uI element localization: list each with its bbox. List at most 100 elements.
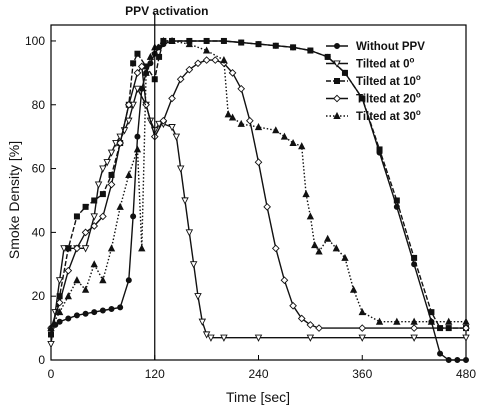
degree-superscript: o bbox=[416, 108, 421, 117]
series-1-point bbox=[172, 133, 181, 141]
series-4-point bbox=[410, 317, 418, 325]
x-tick-label: 480 bbox=[456, 367, 476, 381]
legend-label: Tilted at 30o bbox=[356, 108, 421, 123]
series-3-point bbox=[142, 100, 150, 109]
degree-superscript: o bbox=[416, 73, 421, 82]
x-tick-label: 360 bbox=[352, 367, 372, 381]
series-0-point bbox=[125, 277, 132, 284]
series-0-point bbox=[437, 350, 444, 357]
series-2-point bbox=[91, 197, 98, 204]
series-4-point bbox=[99, 276, 107, 284]
series-3-point bbox=[289, 301, 297, 310]
series-0-point bbox=[73, 312, 80, 319]
degree-superscript: o bbox=[409, 56, 414, 65]
series-2-point bbox=[324, 53, 331, 60]
series-2-point bbox=[130, 60, 137, 67]
series-4-point bbox=[311, 241, 319, 249]
series-4-point bbox=[73, 276, 81, 284]
series-2-point bbox=[272, 42, 279, 49]
series-1-point bbox=[185, 229, 194, 237]
series-1-point bbox=[55, 277, 64, 285]
series-4-point bbox=[133, 145, 142, 153]
series-4-point bbox=[349, 285, 358, 293]
series-1-point bbox=[254, 334, 263, 342]
series-1-point bbox=[306, 334, 315, 342]
series-3-point bbox=[462, 324, 470, 332]
series-4-point bbox=[116, 202, 124, 210]
series-0-point bbox=[454, 356, 461, 363]
series-1-point bbox=[99, 165, 107, 173]
legend-entry: Tilted at 20o bbox=[326, 91, 421, 106]
series-3-point bbox=[185, 65, 194, 74]
series-3-point bbox=[107, 180, 116, 189]
series-3-point bbox=[410, 324, 418, 332]
y-tick-label: 40 bbox=[32, 225, 46, 239]
series-0-point bbox=[108, 305, 115, 312]
series-4-point bbox=[47, 324, 55, 332]
series-1-point bbox=[220, 334, 228, 342]
series-2-point bbox=[393, 197, 400, 204]
legend-swatch-marker bbox=[333, 60, 341, 68]
series-2-point bbox=[134, 50, 141, 57]
legend: Without PPV Tilted at 0o Tilted at 10o Tilt… bbox=[326, 41, 425, 123]
legend-label: Tilted at 0o bbox=[356, 56, 414, 71]
series-4-point bbox=[298, 142, 306, 150]
series-1-point bbox=[207, 334, 215, 342]
series-4-point bbox=[462, 317, 470, 325]
series-1-point bbox=[47, 340, 55, 349]
series-2-point bbox=[290, 44, 297, 51]
legend-entry: Tilted at 0o bbox=[326, 56, 414, 71]
series-0-point bbox=[117, 304, 124, 311]
series-2-point bbox=[359, 95, 366, 102]
series-4-point bbox=[306, 212, 315, 220]
x-tick-label: 120 bbox=[145, 367, 165, 381]
series-0-point bbox=[130, 213, 137, 220]
series-4-point bbox=[138, 244, 146, 252]
series-3-point bbox=[254, 158, 263, 167]
series-3-point bbox=[202, 56, 211, 64]
series-1 bbox=[47, 85, 470, 349]
series-0-point bbox=[134, 133, 141, 140]
series-1-point bbox=[81, 245, 90, 253]
series-0-point bbox=[65, 315, 72, 322]
series-3-point bbox=[315, 324, 323, 332]
legend-swatch-marker bbox=[333, 78, 340, 85]
y-tick-label: 20 bbox=[32, 289, 46, 303]
legend-label: Tilted at 10o bbox=[356, 73, 421, 88]
series-3-point bbox=[124, 100, 133, 109]
series-4-point bbox=[125, 170, 133, 178]
series-3-point bbox=[271, 244, 280, 253]
series-4-point bbox=[185, 40, 193, 48]
series-layer bbox=[47, 36, 470, 363]
series-2-point bbox=[411, 254, 418, 261]
series-2-point bbox=[156, 53, 163, 60]
series-4-point bbox=[445, 317, 453, 325]
series-0-line bbox=[50, 40, 466, 361]
series-1-point bbox=[94, 181, 103, 189]
series-3-point bbox=[176, 75, 185, 84]
series-3-point bbox=[55, 298, 64, 307]
series-1-point bbox=[176, 165, 185, 173]
series-4-point bbox=[324, 234, 332, 242]
series-1-point bbox=[155, 120, 163, 129]
x-tick-label: 240 bbox=[248, 367, 268, 381]
series-2-point bbox=[48, 331, 55, 338]
series-4 bbox=[47, 36, 470, 332]
x-tick-label: 0 bbox=[48, 367, 55, 381]
series-2-point bbox=[220, 37, 227, 44]
legend-label: Without PPV bbox=[356, 41, 425, 53]
series-4-point bbox=[427, 317, 436, 325]
legend-label: Tilted at 20o bbox=[356, 91, 421, 106]
series-1-point bbox=[168, 124, 176, 132]
series-2-point bbox=[341, 69, 348, 76]
series-4-point bbox=[254, 123, 263, 131]
y-tick-label: 60 bbox=[32, 162, 46, 176]
series-3-point bbox=[159, 116, 168, 125]
series-3-point bbox=[306, 321, 315, 329]
series-3-point bbox=[133, 69, 142, 77]
series-1-point bbox=[462, 334, 470, 342]
series-2-point bbox=[65, 245, 72, 252]
series-4-point bbox=[55, 308, 64, 316]
degree-superscript: o bbox=[416, 91, 421, 100]
series-1-point bbox=[125, 117, 133, 125]
